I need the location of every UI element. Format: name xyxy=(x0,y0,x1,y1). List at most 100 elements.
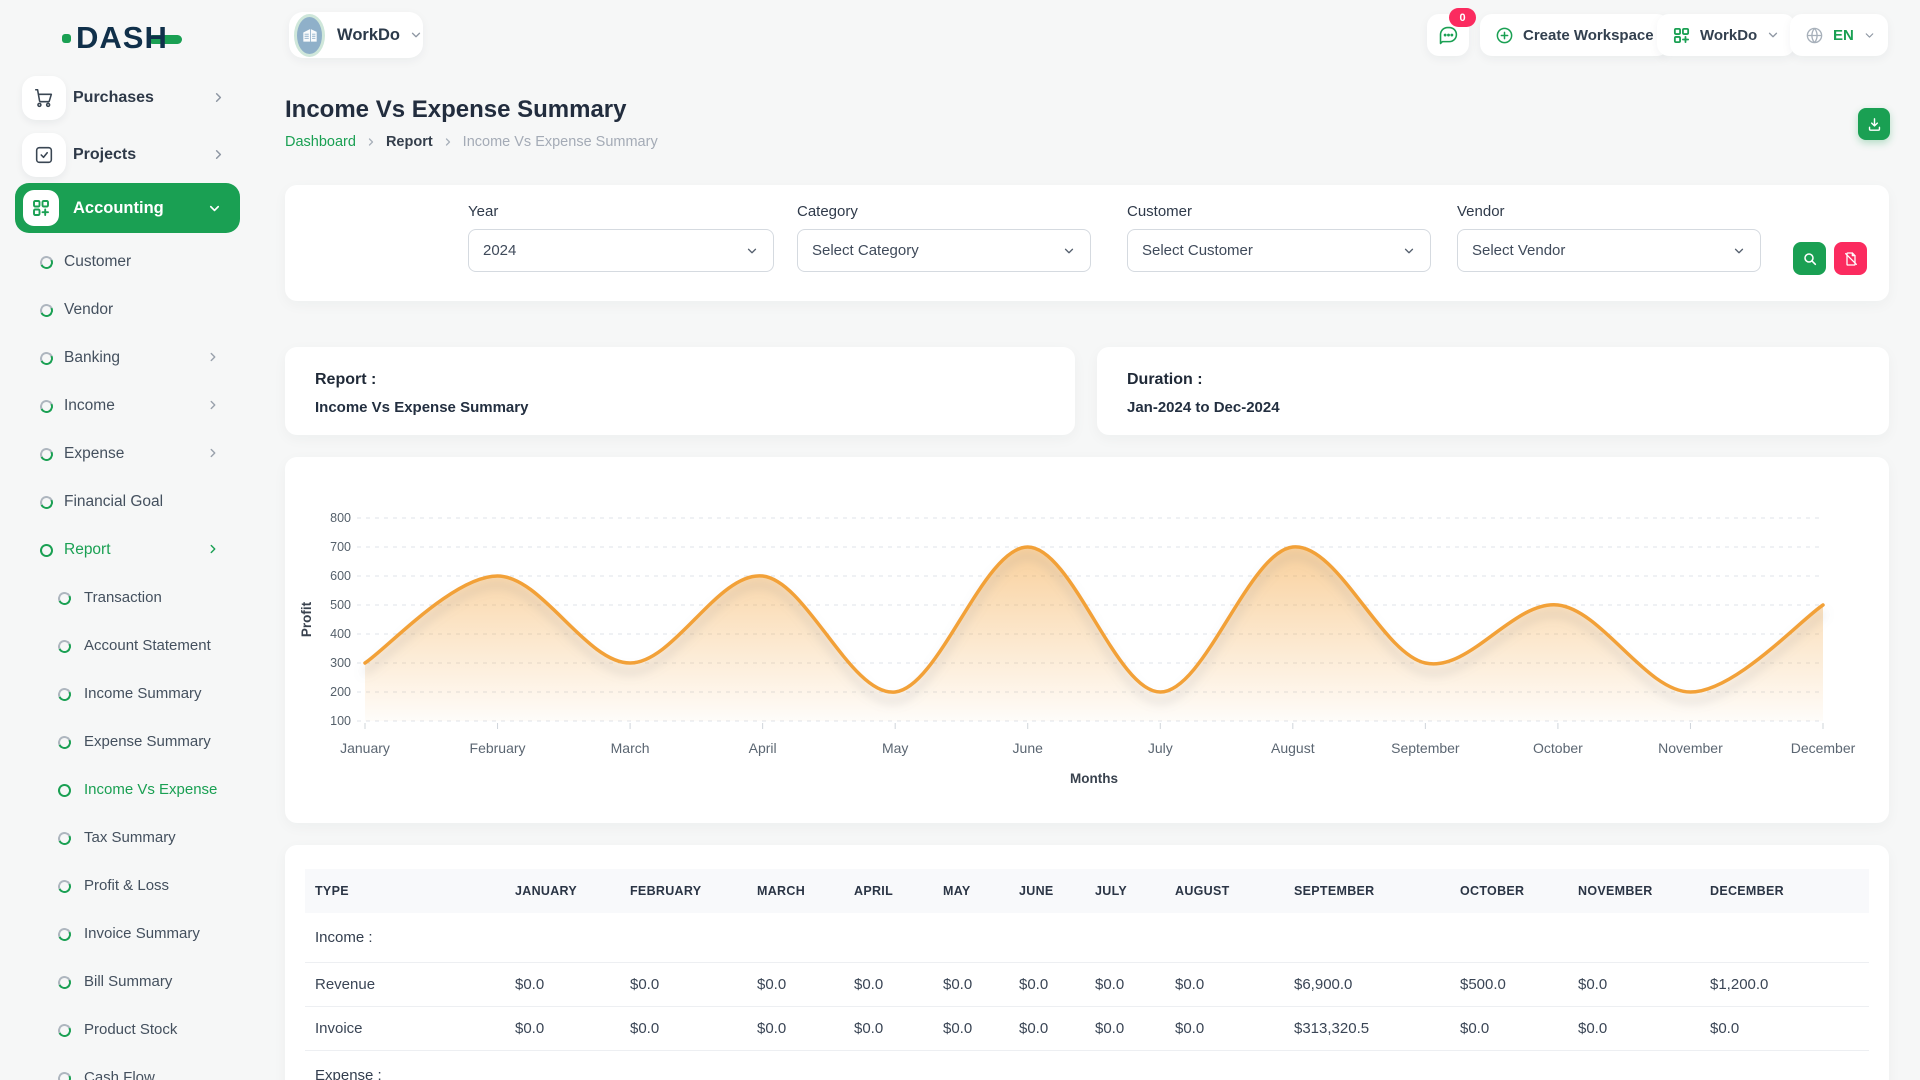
svg-text:300: 300 xyxy=(330,656,351,670)
file-off-icon xyxy=(1843,251,1859,267)
sidebar-item-label: Expense Summary xyxy=(84,720,211,764)
svg-text:March: March xyxy=(611,740,650,756)
sidebar-item-invoice-summary[interactable]: Invoice Summary xyxy=(0,912,260,956)
vendor-select[interactable]: Select Vendor xyxy=(1457,229,1761,272)
year-select[interactable]: 2024 xyxy=(468,229,774,272)
workdo-menu-button[interactable]: WorkDo xyxy=(1657,14,1795,56)
sidebar-item-label: Transaction xyxy=(84,576,162,620)
table-row-revenue: Revenue $0.0 $0.0 $0.0 $0.0 $0.0 $0.0 $0… xyxy=(305,963,1869,1007)
cell: $0.0 xyxy=(1085,1007,1165,1051)
checkbox-icon xyxy=(22,133,66,177)
sidebar-item-purchases[interactable]: Purchases xyxy=(0,76,260,120)
sidebar-item-label: Profit & Loss xyxy=(84,864,169,908)
sidebar-item-financial-goal[interactable]: Financial Goal xyxy=(0,480,260,524)
workspace-selector[interactable]: WorkDo xyxy=(289,12,423,58)
sidebar-item-income[interactable]: Income xyxy=(0,384,260,428)
cell: $0.0 xyxy=(844,1007,933,1051)
chevron-down-icon xyxy=(1766,28,1780,42)
sidebar-item-vendor[interactable]: Vendor xyxy=(0,288,260,332)
grid-plus-icon xyxy=(1672,26,1691,45)
sidebar-item-cash-flow[interactable]: Cash Flow xyxy=(0,1056,260,1080)
col-header: JUNE xyxy=(1009,869,1085,913)
create-workspace-label: Create Workspace xyxy=(1523,27,1654,44)
vendor-label: Vendor xyxy=(1457,203,1761,220)
sidebar-item-label: Expense xyxy=(64,432,124,476)
profit-chart-card: 100200300400500600700800JanuaryFebruaryM… xyxy=(285,457,1889,823)
svg-text:May: May xyxy=(882,740,908,756)
filter-panel: Year 2024 Category Select Category Custo… xyxy=(285,185,1889,301)
category-select[interactable]: Select Category xyxy=(797,229,1091,272)
bullet-icon xyxy=(56,1070,73,1080)
sidebar-item-label: Income Summary xyxy=(84,672,202,716)
bullet-icon xyxy=(56,974,73,991)
sidebar-item-accounting[interactable]: Accounting xyxy=(15,183,240,233)
messages-button[interactable]: 0 xyxy=(1427,14,1469,56)
svg-text:June: June xyxy=(1013,740,1044,756)
sidebar-item-label: Bill Summary xyxy=(84,960,172,1004)
duration-card-value: Jan-2024 to Dec-2024 xyxy=(1127,399,1280,416)
sidebar-item-product-stock[interactable]: Product Stock xyxy=(0,1008,260,1052)
report-card-title: Report : xyxy=(315,371,376,389)
svg-text:400: 400 xyxy=(330,627,351,641)
cell: $0.0 xyxy=(747,963,844,1007)
expense-section-row: Expense : xyxy=(305,1051,1869,1080)
customer-select[interactable]: Select Customer xyxy=(1127,229,1431,272)
breadcrumb: Dashboard Report Income Vs Expense Summa… xyxy=(285,134,658,150)
sidebar-item-projects[interactable]: Projects xyxy=(0,133,260,177)
sidebar-item-transaction[interactable]: Transaction xyxy=(0,576,260,620)
cell: $0.0 xyxy=(1009,963,1085,1007)
workdo-menu-label: WorkDo xyxy=(1700,27,1757,44)
cell: $0.0 xyxy=(505,1007,620,1051)
col-header: JANUARY xyxy=(505,869,620,913)
sidebar-item-label: Product Stock xyxy=(84,1008,177,1052)
sidebar-item-customer[interactable]: Customer xyxy=(0,240,260,284)
col-header: NOVEMBER xyxy=(1568,869,1700,913)
sidebar-item-income-vs-expense[interactable]: Income Vs Expense xyxy=(0,768,260,812)
sidebar-item-label: Tax Summary xyxy=(84,816,176,860)
cell: $0.0 xyxy=(1165,1007,1284,1051)
sidebar-item-expense-summary[interactable]: Expense Summary xyxy=(0,720,260,764)
brand-logo[interactable]: DASH xyxy=(62,20,182,56)
download-button[interactable] xyxy=(1858,108,1890,140)
bullet-icon xyxy=(56,734,73,751)
bullet-icon xyxy=(38,398,55,415)
sidebar-item-label: Projects xyxy=(73,133,136,177)
cell: $0.0 xyxy=(844,963,933,1007)
report-summary-card: Report : Income Vs Expense Summary xyxy=(285,347,1075,435)
svg-text:April: April xyxy=(749,740,777,756)
category-value: Select Category xyxy=(812,242,919,259)
bullet-icon xyxy=(56,878,73,895)
workspace-name: WorkDo xyxy=(337,26,400,45)
breadcrumb-report[interactable]: Report xyxy=(386,134,433,150)
svg-text:100: 100 xyxy=(330,714,351,728)
sidebar-item-profit-loss[interactable]: Profit & Loss xyxy=(0,864,260,908)
sidebar-item-bill-summary[interactable]: Bill Summary xyxy=(0,960,260,1004)
cell: $0.0 xyxy=(933,1007,1009,1051)
cell: $1,200.0 xyxy=(1700,963,1869,1007)
col-header: MARCH xyxy=(747,869,844,913)
breadcrumb-dashboard[interactable]: Dashboard xyxy=(285,134,356,150)
cell: $0.0 xyxy=(1568,963,1700,1007)
chevron-down-icon xyxy=(1863,29,1876,42)
workspace-avatar xyxy=(294,14,325,57)
sidebar-item-report[interactable]: Report xyxy=(0,528,260,572)
sidebar-item-label: Income xyxy=(64,384,115,428)
sidebar-item-account-statement[interactable]: Account Statement xyxy=(0,624,260,668)
messages-count-badge: 0 xyxy=(1449,8,1476,27)
sidebar-item-banking[interactable]: Banking xyxy=(0,336,260,380)
sidebar-item-label: Purchases xyxy=(73,76,154,120)
bullet-icon xyxy=(56,638,73,655)
report-card-value: Income Vs Expense Summary xyxy=(315,399,528,416)
sidebar: DASH Purchases Projects Acc xyxy=(0,0,260,1080)
sidebar-item-label: Report xyxy=(64,528,111,572)
sidebar-item-tax-summary[interactable]: Tax Summary xyxy=(0,816,260,860)
language-selector[interactable]: EN xyxy=(1790,14,1888,56)
reset-filter-button[interactable] xyxy=(1834,242,1867,275)
svg-text:November: November xyxy=(1658,740,1723,756)
sidebar-item-income-summary[interactable]: Income Summary xyxy=(0,672,260,716)
sidebar-item-expense[interactable]: Expense xyxy=(0,432,260,476)
apply-filter-button[interactable] xyxy=(1793,242,1826,275)
col-header: JULY xyxy=(1085,869,1165,913)
create-workspace-button[interactable]: Create Workspace xyxy=(1480,14,1669,56)
bullet-icon xyxy=(38,494,55,511)
